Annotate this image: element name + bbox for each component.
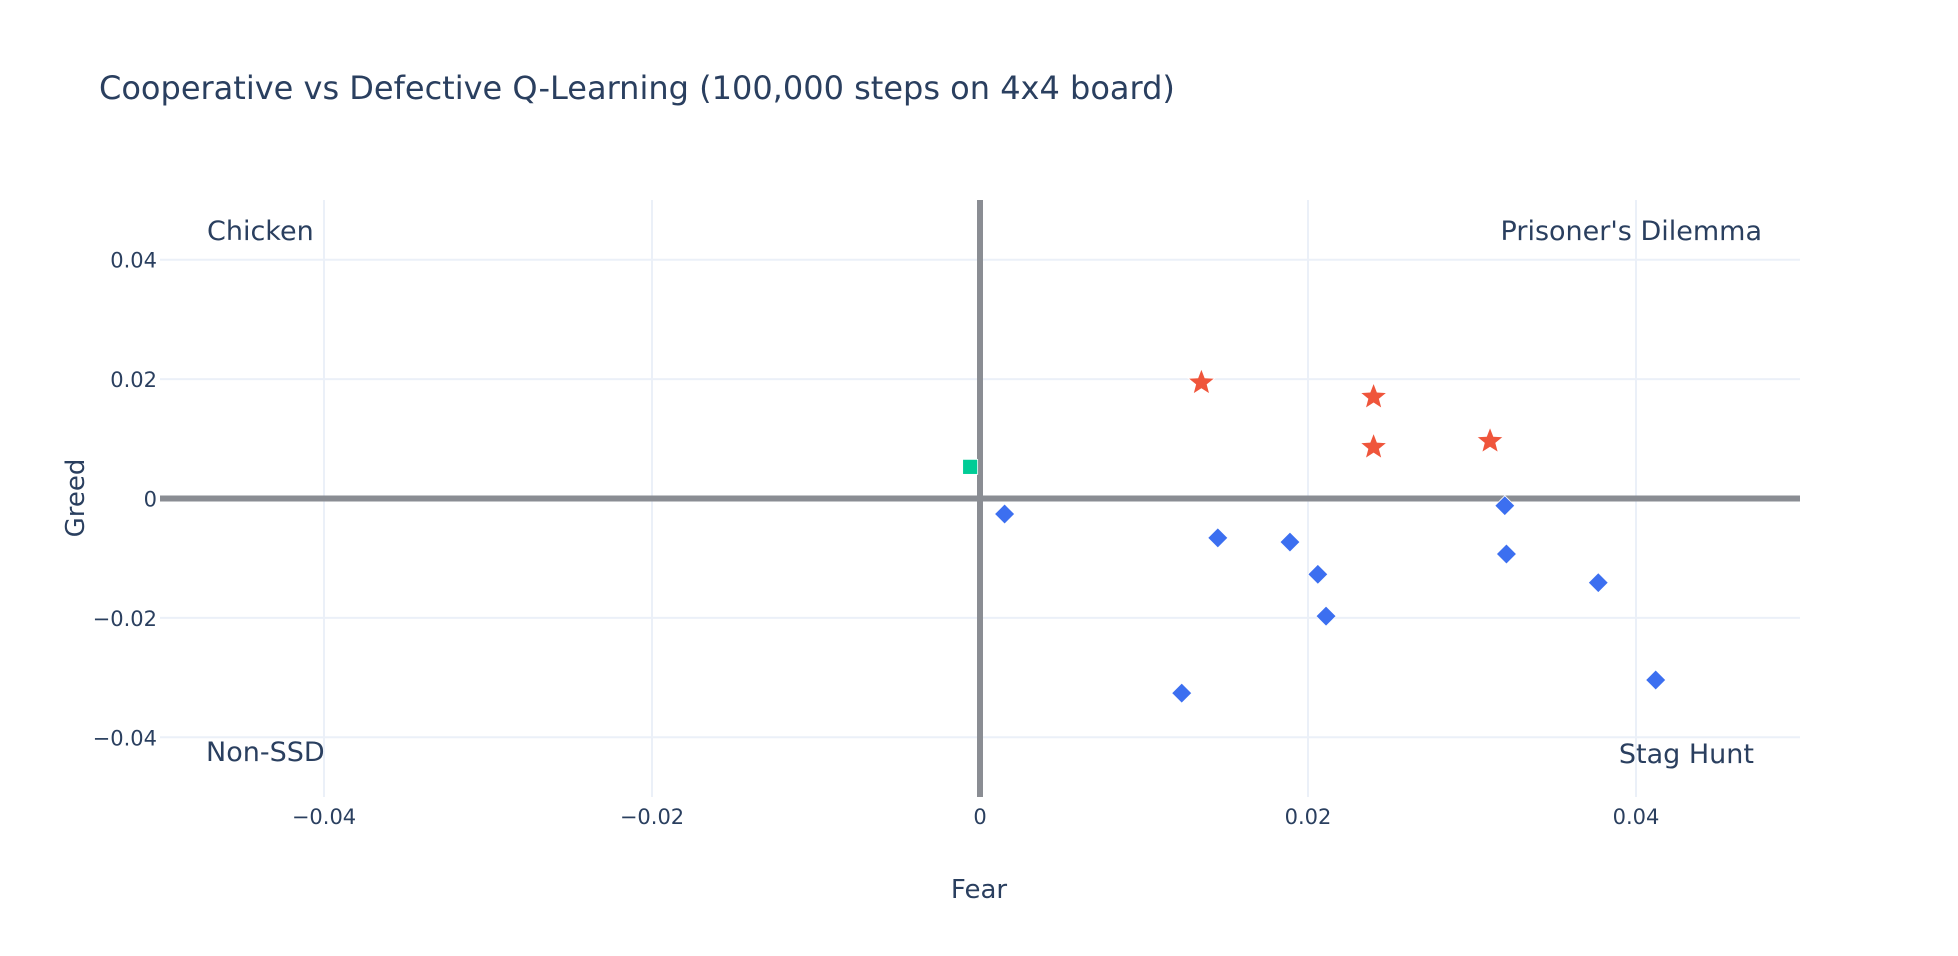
diamond-point — [1279, 531, 1301, 553]
diamond-point — [1315, 605, 1337, 627]
quadrant-labels: Chicken Prisoner's Dilemma Non-SSD Stag Hun… — [206, 216, 1762, 770]
zero-lines — [160, 200, 1800, 797]
y-tick-label: −0.04 — [93, 726, 157, 750]
x-tick-label: 0.04 — [1613, 805, 1660, 829]
diamond-point — [1645, 669, 1667, 691]
y-tick-label: 0.04 — [110, 249, 157, 273]
y-tick-label: 0 — [144, 488, 157, 512]
y-tick-label: −0.02 — [93, 607, 157, 631]
tick-labels: −0.04 −0.02 0 0.02 0.04 0.04 0.02 0 −0.02 −0.04 — [93, 249, 1660, 829]
star-point — [1359, 432, 1388, 460]
star-point — [1359, 381, 1388, 410]
x-tick-label: 0 — [973, 805, 986, 829]
star-point — [1475, 426, 1505, 454]
star-point — [1187, 367, 1216, 395]
x-tick-label: −0.04 — [292, 805, 356, 829]
data-points — [962, 367, 1667, 704]
x-tick-label: −0.02 — [620, 805, 684, 829]
diamond-point — [994, 503, 1016, 525]
quadrant-label: Stag Hunt — [1619, 739, 1754, 770]
diamond-point — [1307, 563, 1329, 585]
x-axis-title: Fear — [951, 875, 1007, 905]
quadrant-label: Chicken — [207, 216, 314, 247]
y-axis-title: Greed — [61, 459, 91, 538]
quadrant-label: Prisoner's Dilemma — [1501, 216, 1762, 247]
diamond-point — [1495, 543, 1518, 565]
diamond-point — [1207, 527, 1229, 549]
x-tick-label: 0.02 — [1285, 805, 1332, 829]
diamond-point — [1494, 495, 1516, 517]
quadrant-label: Non-SSD — [206, 737, 325, 768]
diamond-point — [1587, 572, 1609, 594]
diamond-point — [1171, 682, 1193, 704]
square-point — [962, 458, 979, 475]
chart-title: Cooperative vs Defective Q-Learning (100… — [99, 69, 1175, 107]
y-tick-label: 0.02 — [110, 368, 157, 392]
